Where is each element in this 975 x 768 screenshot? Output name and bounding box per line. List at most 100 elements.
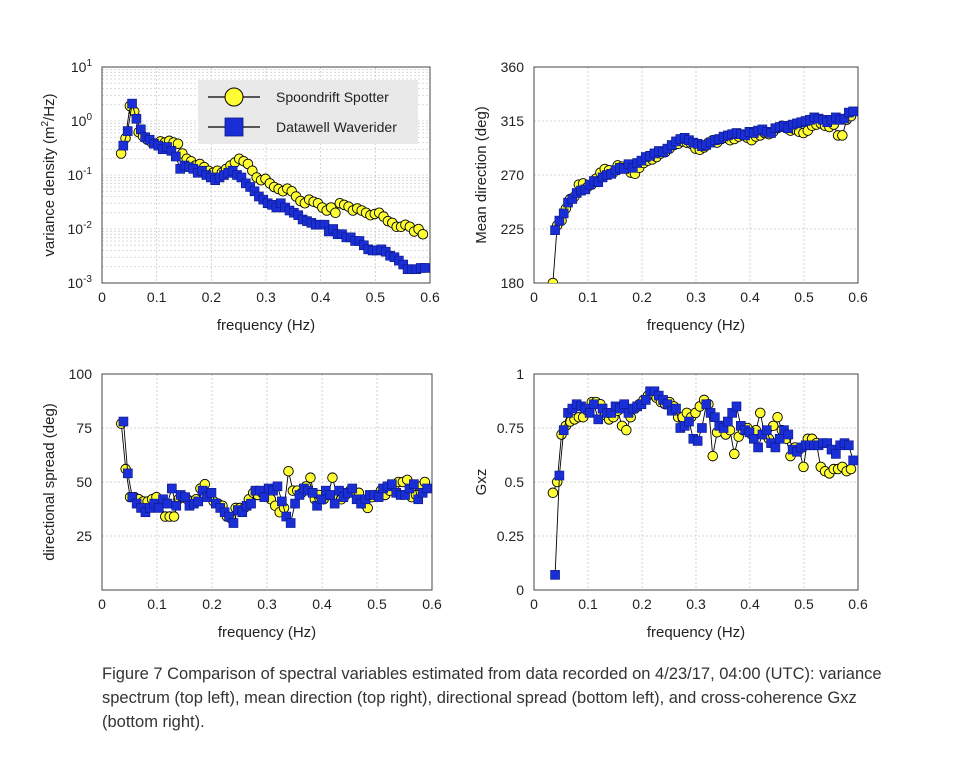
- tick-base: 10: [71, 113, 87, 129]
- data-point: [171, 500, 182, 511]
- y-tick-label: 10-3: [68, 274, 93, 291]
- y-tick-label: 180: [501, 275, 525, 291]
- data-point: [761, 425, 772, 435]
- data-point: [547, 277, 559, 283]
- chart-gxz: 0 0.1 0.2 0.3 0.4 0.5 0.6 0 0.25 0.5 0.75 1 frequenc…: [473, 366, 868, 641]
- x-tick-label: 0.6: [848, 289, 868, 305]
- y-axis-label: Mean direction (deg): [473, 106, 490, 244]
- series-waverider: [550, 386, 858, 580]
- data-point: [283, 465, 294, 477]
- data-point: [305, 472, 316, 483]
- y-tick-label: 0.5: [505, 474, 525, 490]
- plot-frame: [533, 373, 859, 591]
- data-point: [844, 440, 854, 451]
- x-tick-label: 0.4: [740, 596, 760, 612]
- x-tick-label: 0.3: [686, 596, 706, 612]
- data-point: [837, 130, 848, 141]
- figure-four-panels: 0 0.1 0.2 0.3 0.4 0.5 0.610-310-210-1100101fre…: [40, 58, 868, 641]
- data-point: [153, 503, 164, 513]
- x-tick-label: 0.2: [632, 289, 652, 305]
- tick-base: 10: [68, 221, 84, 237]
- tick-base: 10: [71, 59, 87, 75]
- data-point: [593, 414, 604, 425]
- series-layer: [547, 106, 858, 283]
- data-point: [684, 416, 694, 427]
- data-point: [246, 498, 256, 509]
- x-tick-label: 0.1: [147, 289, 167, 305]
- data-point: [640, 395, 651, 405]
- x-tick-label: 0.6: [422, 596, 442, 612]
- tick-exponent: 1: [86, 58, 92, 69]
- x-tick-label: 0.6: [420, 289, 440, 305]
- data-point: [710, 412, 720, 423]
- data-point: [770, 442, 781, 453]
- y-tick-label: 101: [71, 58, 93, 75]
- y-tick-label: 100: [71, 112, 93, 129]
- data-point: [550, 225, 560, 235]
- data-point: [417, 228, 429, 240]
- y-axis-label-main: variance density (m: [41, 127, 58, 257]
- x-tick-label: 0.3: [256, 289, 276, 305]
- legend-label: Spoondrift Spotter: [276, 89, 389, 105]
- data-point: [329, 498, 340, 509]
- x-tick-label: 0.4: [740, 289, 760, 305]
- data-point: [550, 570, 560, 580]
- data-point: [831, 449, 841, 459]
- x-axis-label: frequency (Hz): [218, 624, 316, 641]
- data-point: [731, 401, 742, 412]
- data-point: [772, 411, 783, 423]
- y-tick-label: 75: [76, 420, 92, 436]
- y-axis-label-rest: /Hz): [41, 93, 58, 121]
- chart-direction: 0 0.1 0.2 0.3 0.4 0.5 0.6 180 225 270 315 360 freque…: [473, 59, 868, 334]
- data-point: [798, 461, 809, 473]
- series-waverider: [118, 98, 430, 275]
- x-tick-label: 0.5: [366, 289, 386, 305]
- series-spotter: [547, 110, 857, 283]
- y-tick-label: 10-1: [68, 166, 93, 183]
- figure-caption: Figure 7 Comparison of spectral variable…: [102, 665, 882, 731]
- data-point: [373, 492, 384, 502]
- y-tick-label: 0.25: [497, 528, 524, 544]
- y-axis-label: variance density (m2/Hz): [40, 93, 58, 256]
- data-point: [783, 429, 794, 440]
- data-point: [206, 487, 217, 498]
- y-tick-label: 100: [69, 366, 93, 382]
- x-tick-label: 0.4: [311, 289, 331, 305]
- legend-label: Datawell Waverider: [276, 119, 397, 135]
- x-axis-label: frequency (Hz): [647, 317, 745, 334]
- y-axis-label: directional spread (deg): [41, 403, 58, 561]
- data-point: [347, 483, 358, 494]
- data-point: [589, 399, 599, 410]
- y-tick-label: 315: [501, 113, 525, 129]
- x-tick-label: 0.3: [257, 596, 277, 612]
- chart-spread: 0 0.1 0.2 0.3 0.4 0.5 0.6 25 50 75 100 frequency (H…: [41, 366, 442, 641]
- x-tick-label: 0.2: [202, 596, 222, 612]
- data-point: [774, 433, 785, 444]
- data-point: [171, 151, 181, 162]
- data-point: [118, 140, 129, 151]
- data-point: [558, 425, 569, 435]
- data-point: [180, 492, 190, 502]
- data-point: [127, 98, 137, 109]
- data-point: [259, 492, 270, 502]
- data-point: [387, 479, 397, 489]
- data-point: [307, 487, 318, 498]
- x-axis-label: frequency (Hz): [217, 317, 315, 334]
- x-tick-label: 0.5: [794, 596, 814, 612]
- tick-exponent: -3: [83, 274, 92, 285]
- chart-variance: 0 0.1 0.2 0.3 0.4 0.5 0.610-310-210-1100101fre…: [40, 58, 440, 334]
- data-point: [547, 487, 559, 499]
- data-point: [701, 399, 712, 410]
- data-point: [325, 490, 336, 500]
- data-point: [193, 496, 204, 507]
- data-point: [316, 494, 327, 505]
- data-point: [123, 468, 133, 479]
- x-tick-label: 0: [98, 289, 106, 305]
- x-tick-label: 0.4: [312, 596, 332, 612]
- data-point: [753, 442, 763, 453]
- y-tick-label: 10-2: [68, 220, 93, 237]
- data-point: [584, 408, 595, 418]
- y-tick-label: 0: [516, 582, 524, 598]
- x-tick-label: 0.5: [794, 289, 814, 305]
- x-tick-label: 0.1: [578, 596, 598, 612]
